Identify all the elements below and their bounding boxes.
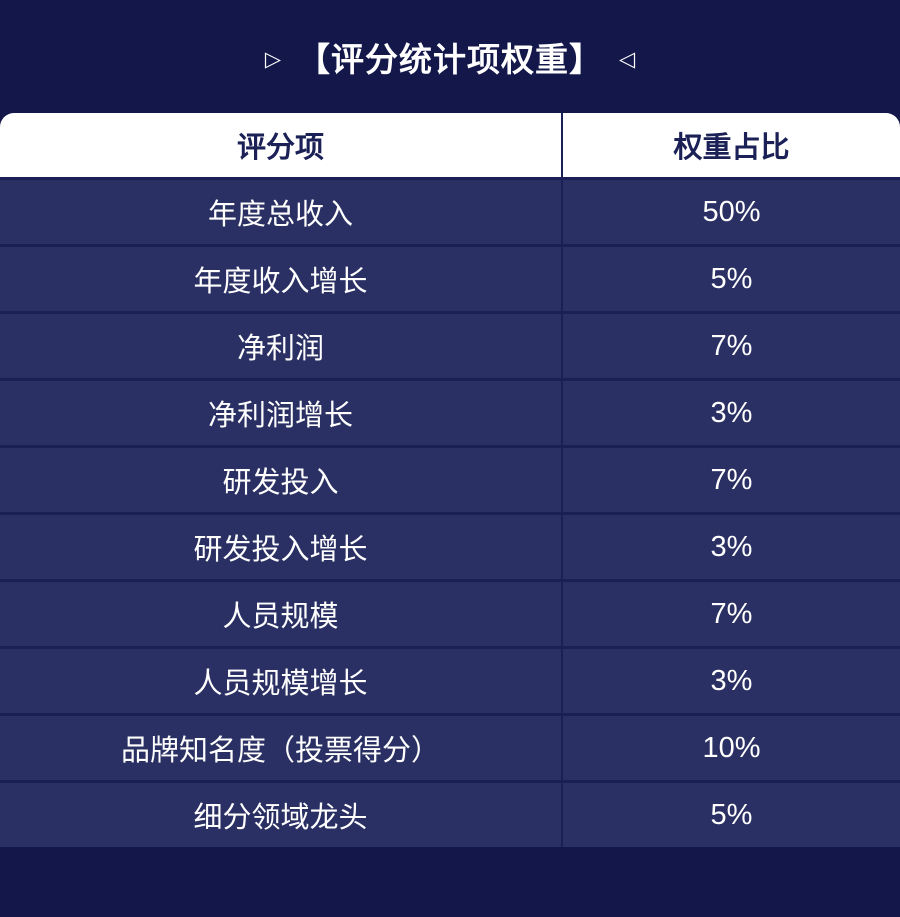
cell-weight: 7%: [561, 448, 900, 512]
header-weight-ratio: 权重占比: [561, 113, 900, 177]
table-row: 研发投入 7%: [0, 445, 900, 512]
cell-weight: 7%: [561, 582, 900, 646]
cell-item: 年度总收入: [207, 199, 353, 231]
cell-weight: 10%: [561, 716, 900, 780]
table-row: 净利润增长 3%: [0, 378, 900, 445]
cell-weight: 50%: [561, 180, 900, 244]
cell-item: 年度收入增长: [193, 266, 368, 298]
table-header-row: 评分项 权重占比: [0, 113, 900, 177]
title-text: 【评分统计项权重】: [297, 40, 603, 78]
table-row: 人员规模 7%: [0, 579, 900, 646]
cell-item: 品牌知名度（投票得分）: [120, 735, 440, 767]
right-triangle-icon: ◁: [619, 48, 636, 71]
cell-item: 净利润: [236, 333, 324, 365]
cell-item: 净利润增长: [207, 400, 353, 432]
left-triangle-icon: ▷: [264, 48, 281, 71]
table-row: 细分领域龙头 5%: [0, 780, 900, 847]
table-row: 净利润 7%: [0, 311, 900, 378]
cell-item: 研发投入增长: [193, 534, 368, 566]
table-row: 年度总收入 50%: [0, 177, 900, 244]
table-row: 研发投入增长 3%: [0, 512, 900, 579]
table-row: 品牌知名度（投票得分） 10%: [0, 713, 900, 780]
header-scoring-item: 评分项: [236, 132, 324, 164]
cell-weight: 7%: [561, 314, 900, 378]
cell-weight: 3%: [561, 649, 900, 713]
table-row: 人员规模增长 3%: [0, 646, 900, 713]
cell-weight: 5%: [561, 247, 900, 311]
table-row: 年度收入增长 5%: [0, 244, 900, 311]
cell-item: 人员规模: [222, 601, 339, 633]
cell-item: 人员规模增长: [193, 668, 368, 700]
weights-table: 评分项 权重占比 年度总收入 50% 年度收入增长 5% 净利润 7% 净利润增…: [0, 113, 900, 847]
cell-weight: 3%: [561, 381, 900, 445]
page-title: ▷ 【评分统计项权重】 ◁: [0, 0, 900, 113]
cell-item: 细分领域龙头: [193, 802, 368, 834]
cell-item: 研发投入: [222, 467, 339, 499]
cell-weight: 5%: [561, 783, 900, 847]
cell-weight: 3%: [561, 515, 900, 579]
